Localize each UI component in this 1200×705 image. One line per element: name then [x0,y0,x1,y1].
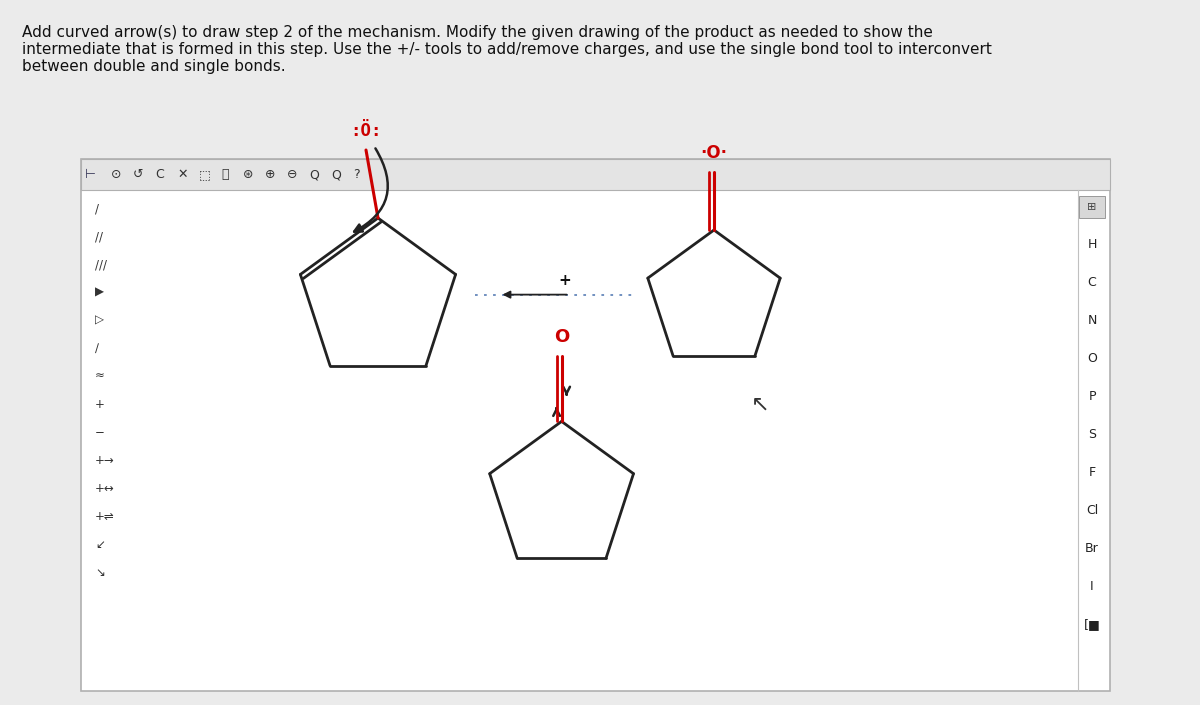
Text: :Ö:: :Ö: [350,122,382,140]
Text: O: O [554,329,569,346]
Text: P: P [1088,391,1096,403]
Text: Add curved arrow(s) to draw step 2 of the mechanism. Modify the given drawing of: Add curved arrow(s) to draw step 2 of th… [22,25,932,40]
Text: N: N [1087,314,1097,328]
Bar [82,159,1110,190]
Text: Cl: Cl [1086,505,1098,517]
Text: ∕: ∕ [95,342,98,355]
Bar [1079,196,1105,218]
Text: ↺: ↺ [133,168,144,181]
Text: /: / [95,202,98,215]
Text: ↖: ↖ [751,395,769,415]
Text: ⊖: ⊖ [287,168,298,181]
Text: Q: Q [310,168,319,181]
Text: ≈: ≈ [95,370,104,383]
Text: ⊕: ⊕ [265,168,276,181]
FancyArrowPatch shape [504,292,566,298]
Text: ↘: ↘ [95,566,104,579]
Text: H: H [1087,238,1097,252]
Bar [82,159,1110,691]
FancyArrowPatch shape [354,148,388,232]
Text: I: I [1090,580,1094,594]
Text: intermediate that is formed in this step. Use the +/- tools to add/remove charge: intermediate that is formed in this step… [22,42,992,57]
Text: C: C [1087,276,1097,290]
Text: ⊛: ⊛ [242,168,253,181]
Text: +⇌: +⇌ [95,510,115,523]
Text: ▷: ▷ [95,314,104,327]
Text: +→: +→ [95,454,115,467]
Text: ///: /// [95,258,107,271]
Text: O: O [1087,352,1097,365]
Text: [■: [■ [1084,618,1100,632]
Text: S: S [1088,429,1096,441]
Text: ⊙: ⊙ [112,168,121,181]
Text: Br: Br [1085,543,1099,556]
Text: +: + [95,398,104,411]
Text: Q: Q [331,168,341,181]
Text: F: F [1088,467,1096,479]
Text: ✕: ✕ [178,168,187,181]
Text: ⊢: ⊢ [85,168,96,181]
Text: ·O·: ·O· [701,144,727,162]
Text: ⊞: ⊞ [1087,202,1097,212]
Text: ⬛: ⬛ [221,168,228,181]
Text: +↔: +↔ [95,482,115,495]
Text: ?: ? [353,168,360,181]
Text: +: + [558,273,571,288]
Text: between double and single bonds.: between double and single bonds. [22,59,286,74]
Text: ↙: ↙ [95,538,104,551]
Text: ▶: ▶ [95,286,104,299]
Text: ⬚: ⬚ [199,168,211,181]
Text: C: C [155,168,163,181]
Text: //: // [95,230,103,243]
Text: −: − [95,426,104,439]
